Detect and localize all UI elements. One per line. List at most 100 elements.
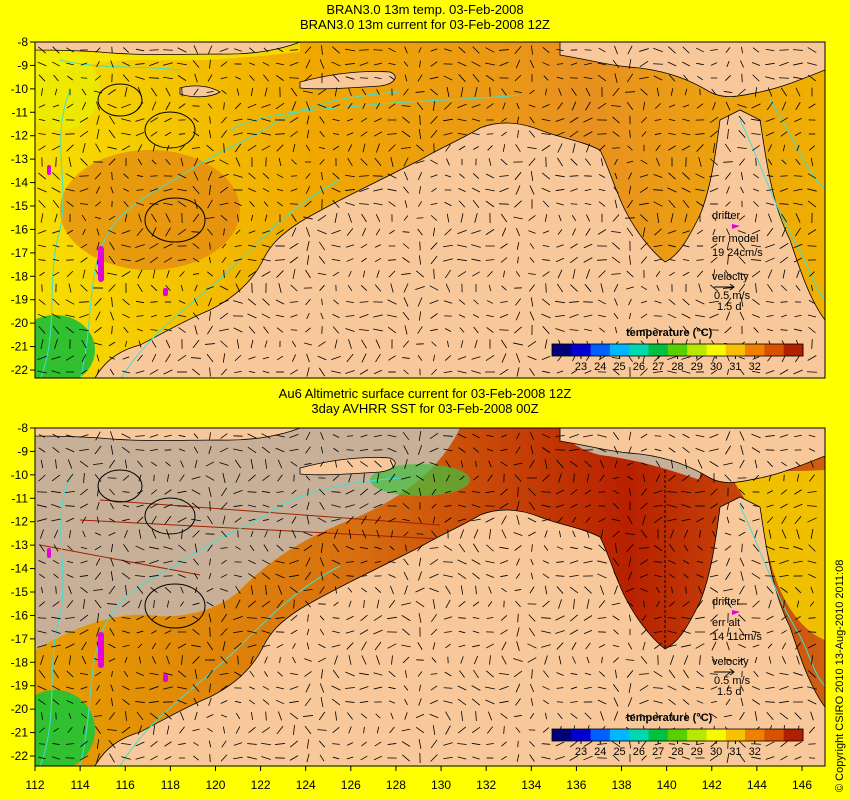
bottom-current-arrow <box>345 701 355 703</box>
top-current-arrow <box>248 370 256 374</box>
top-current-arrow <box>737 104 747 108</box>
bottom-current-arrow <box>487 474 493 482</box>
bottom-colorbar-label: 29 <box>691 746 703 758</box>
top-current-arrow <box>404 200 408 208</box>
bottom-current-arrow <box>264 656 268 664</box>
top-current-arrow <box>710 49 718 51</box>
bottom-current-arrow <box>529 459 535 469</box>
top-current-arrow <box>499 314 509 318</box>
top-current-arrow <box>108 229 116 235</box>
bottom-drifter-marker <box>732 610 740 615</box>
top-current-arrow <box>177 259 187 261</box>
bottom-current-arrow <box>681 756 691 760</box>
top-current-arrow <box>373 328 383 332</box>
bottom-current-arrow <box>247 433 257 439</box>
bottom-current-arrow <box>584 504 592 508</box>
top-current-arrow <box>485 74 495 82</box>
bottom-current-arrow <box>485 574 495 578</box>
top-current-arrow <box>177 62 187 66</box>
top-current-arrow <box>642 227 646 237</box>
top-current-arrow <box>95 47 101 53</box>
top-current-arrow <box>37 187 47 193</box>
bottom-current-arrow <box>403 445 409 455</box>
top-current-arrow <box>234 370 242 374</box>
top-current-arrow <box>38 104 46 108</box>
bottom-current-arrow <box>108 739 116 749</box>
bottom-current-arrow <box>639 559 649 565</box>
bottom-current-arrow <box>612 476 620 480</box>
bottom-current-arrow <box>586 473 590 483</box>
top-current-arrow <box>611 242 621 250</box>
bottom-current-arrow <box>401 615 411 621</box>
top-current-arrow <box>569 130 579 138</box>
bottom-current-arrow <box>277 585 283 595</box>
bottom-current-arrow <box>457 559 467 565</box>
top-current-arrow <box>82 269 86 279</box>
bottom-current-arrow <box>458 630 466 634</box>
top-current-arrow <box>727 255 729 265</box>
lon-label: 114 <box>71 778 90 792</box>
top-current-arrow <box>361 213 367 223</box>
bottom-current-arrow <box>318 488 326 496</box>
top-current-arrow <box>207 171 213 181</box>
bottom-current-arrow <box>67 545 73 551</box>
top-current-arrow <box>681 313 691 319</box>
top-current-arrow <box>124 213 128 223</box>
top-current-arrow <box>460 213 464 223</box>
bottom-current-arrow <box>626 670 634 678</box>
bottom-current-arrow <box>810 655 814 665</box>
bottom-current-arrow <box>136 490 144 494</box>
bottom-lat-label: -11 <box>12 491 29 505</box>
bottom-current-arrow <box>348 600 352 608</box>
bottom-current-arrow <box>346 742 354 746</box>
bottom-current-arrow <box>150 586 158 594</box>
top-current-arrow <box>670 213 674 223</box>
bottom-current-arrow <box>640 588 648 592</box>
top-current-arrow <box>501 285 507 291</box>
bottom-current-arrow <box>317 531 327 537</box>
top-current-arrow <box>209 256 211 264</box>
top-current-arrow <box>597 299 607 305</box>
top-current-arrow <box>516 116 520 124</box>
top-current-vortex <box>97 83 206 243</box>
top-current-arrow <box>528 273 536 275</box>
bottom-current-arrow <box>277 459 283 469</box>
bottom-current-arrow <box>37 644 47 648</box>
bottom-current-arrow <box>471 698 481 706</box>
bottom-current-arrow <box>583 755 593 761</box>
top-current-arrow <box>261 271 271 277</box>
top-current-arrow <box>458 74 466 82</box>
bottom-current-arrow <box>585 517 591 523</box>
bottom-current-arrow <box>557 517 563 523</box>
top-current-arrow <box>793 76 803 80</box>
bottom-current-arrow <box>38 447 46 453</box>
bottom-current-arrow <box>541 617 551 619</box>
top-current-arrow <box>108 255 116 265</box>
top-current-arrow <box>572 228 576 236</box>
top-current-arrow <box>416 102 424 110</box>
top-current-arrow <box>165 339 171 349</box>
top-current-arrow <box>65 355 75 361</box>
bottom-current-arrow <box>193 446 199 454</box>
bottom-current-arrow <box>234 459 242 469</box>
top-current-arrow <box>404 46 408 54</box>
bottom-current-arrow <box>683 669 689 679</box>
top-current-arrow <box>109 368 115 376</box>
bottom-current-arrow <box>541 447 551 453</box>
bottom-current-arrow <box>472 630 480 634</box>
bottom-current-arrow <box>109 431 115 441</box>
top-current-arrow <box>275 102 285 110</box>
bottom-current-arrow <box>124 529 128 539</box>
bottom-current-arrow <box>514 474 522 482</box>
bottom-current-arrow <box>431 488 437 496</box>
top-current-arrow <box>181 87 183 97</box>
bottom-current-arrow <box>149 574 159 578</box>
top-current-arrow <box>474 339 478 349</box>
bottom-current-arrow <box>333 447 339 453</box>
bottom-current-arrow <box>331 644 341 648</box>
bottom-current-arrow <box>178 743 186 745</box>
top-current-arrow <box>545 283 547 293</box>
bottom-current-arrow <box>279 529 281 539</box>
top-current-arrow <box>108 158 116 166</box>
top-current-arrow <box>654 119 662 121</box>
